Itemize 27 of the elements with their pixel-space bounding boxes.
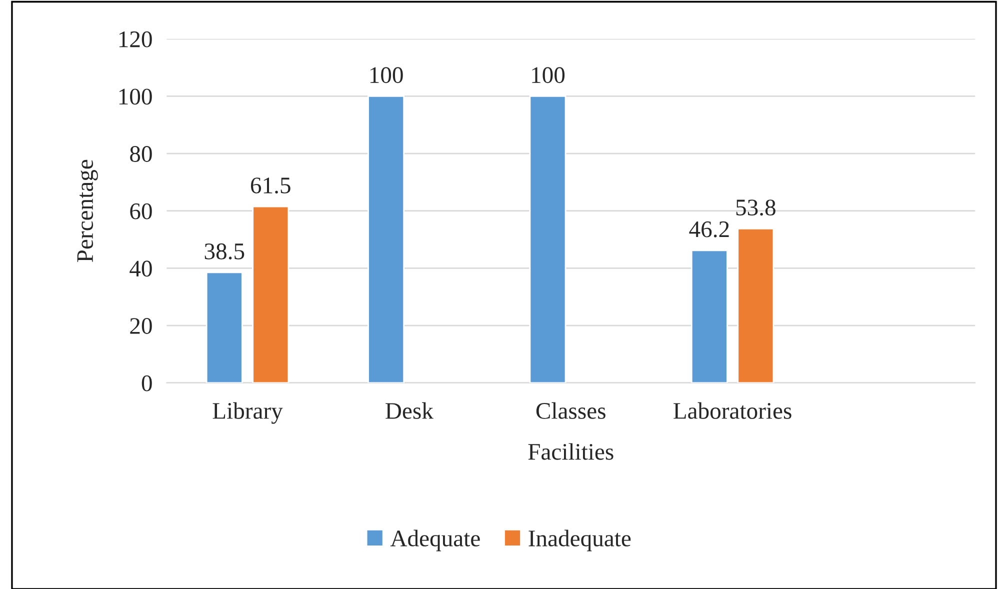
bar [368, 96, 405, 383]
x-tick-label: Classes [536, 402, 606, 419]
y-tick-label: 100 [119, 88, 152, 105]
x-tick-label: Desk [386, 402, 434, 419]
x-tick-label: Laboratories [674, 402, 792, 419]
bar [252, 206, 290, 383]
bar [737, 228, 774, 383]
legend-label: Inadequate [528, 530, 631, 552]
legend-label: Adequate [390, 530, 480, 552]
data-label: 100 [532, 67, 565, 84]
y-tick-label: 0 [142, 375, 152, 392]
y-tick-label: 40 [130, 260, 152, 277]
y-tick-label: 60 [130, 203, 152, 220]
bar [206, 272, 243, 383]
data-label: 61.5 [250, 178, 290, 194]
data-label: 46.2 [689, 221, 729, 238]
y-axis-title: Percentage [77, 160, 98, 262]
x-tick-label: Library [212, 402, 283, 424]
bar [690, 250, 728, 383]
data-label: 38.5 [204, 243, 244, 260]
bar [529, 96, 566, 383]
y-tick-label: 80 [130, 146, 152, 162]
x-axis-title: Facilities [528, 443, 614, 460]
y-tick-label: 20 [130, 318, 152, 334]
data-label: 100 [370, 67, 403, 84]
data-label: 53.8 [736, 200, 776, 216]
y-tick-label: 120 [119, 31, 152, 48]
